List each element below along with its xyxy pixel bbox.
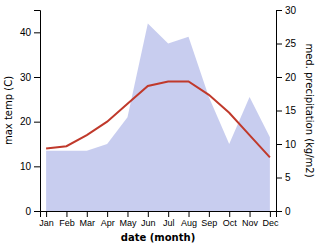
tick-label: Jun (141, 218, 156, 228)
tick-label: 15 (285, 105, 297, 116)
tick: Mar (80, 211, 96, 228)
line (46, 81, 270, 157)
chart: Jan Feb Mar Apr May Jun Jul Aug Sep Oct NovDec 0 10 2… (0, 0, 318, 247)
tick-mark (66, 211, 67, 217)
tick: 30 (20, 72, 40, 83)
y-axis: 0 10 20 30 40 (20, 11, 41, 217)
tick-mark (148, 211, 149, 217)
tick-label: 10 (20, 161, 32, 172)
tick-label: Dec (262, 218, 279, 228)
tick-label: Jul (163, 218, 175, 228)
tick-mark (276, 44, 282, 45)
area (46, 23, 270, 211)
axis-line (277, 11, 283, 212)
tick-mark (276, 144, 282, 145)
tick: 0 (276, 206, 291, 217)
tick: 15 (276, 105, 297, 116)
tick-mark (276, 10, 282, 11)
tick-mark (276, 111, 282, 112)
y2-axis: 0 5 10 15 20 25 30 (276, 5, 297, 217)
tick-mark (168, 211, 169, 217)
tick: Jul (163, 211, 175, 228)
tick-mark (46, 211, 47, 217)
tick: Nov (242, 211, 259, 228)
tick: 25 (276, 38, 297, 49)
tick-mark (87, 211, 88, 217)
tick-label: Apr (101, 218, 115, 228)
marks (46, 23, 270, 211)
tick-label: 20 (20, 116, 32, 127)
tick: 10 (20, 161, 40, 172)
tick-mark (276, 77, 282, 78)
tick-label: 0 (25, 206, 31, 217)
tick-mark (34, 166, 40, 167)
x-axis-title: date (month) (121, 232, 195, 243)
tick-mark (276, 178, 282, 179)
tick: 0 (25, 206, 40, 217)
tick: 20 (20, 116, 40, 127)
tick: Jan (39, 211, 54, 228)
tick-label: Jan (39, 218, 54, 228)
tick-mark (270, 211, 271, 217)
tick: Feb (59, 211, 75, 228)
tick: 5 (276, 172, 291, 183)
tick: Sep (201, 211, 217, 228)
tick-label: May (119, 218, 137, 228)
tick: May (119, 211, 137, 228)
tick-mark (189, 211, 190, 217)
tick: 30 (276, 5, 297, 16)
tick: Dec (262, 211, 279, 228)
tick-mark (229, 211, 230, 217)
tick-label: 5 (285, 172, 291, 183)
plot: Jan Feb Mar Apr May Jun Jul Aug Sep Oct NovDec 0 10 2… (3, 5, 315, 243)
tick: Jun (141, 211, 156, 228)
tick-mark (34, 122, 40, 123)
y2-axis-title: med. precipitation (kg/m2) (304, 43, 315, 177)
axis-line (34, 11, 41, 212)
tick-label: 25 (285, 38, 297, 49)
tick-label: Aug (181, 218, 197, 228)
tick-label: Nov (242, 218, 259, 228)
tick-label: 0 (285, 206, 291, 217)
tick: 10 (276, 139, 297, 150)
x-axis: Jan Feb Mar Apr May Jun Jul Aug Sep Oct NovDec (39, 211, 279, 228)
tick: 40 (20, 27, 40, 38)
tick-label: Mar (80, 218, 96, 228)
tick-label: 30 (285, 5, 297, 16)
tick-mark (107, 211, 108, 217)
tick-mark (127, 211, 128, 217)
tick-label: 30 (20, 72, 32, 83)
tick-mark (34, 77, 40, 78)
tick-mark (34, 211, 40, 212)
tick-mark (209, 211, 210, 217)
tick: Aug (181, 211, 197, 228)
tick-mark (276, 211, 282, 212)
tick-label: 10 (285, 139, 297, 150)
y-axis-title: max temp (C) (3, 76, 14, 145)
tick: 20 (276, 72, 297, 83)
tick-label: Oct (223, 218, 238, 228)
tick-mark (34, 32, 40, 33)
tick: Oct (223, 211, 238, 228)
tick: Apr (101, 211, 115, 228)
axis-line (41, 212, 277, 218)
tick-label: Sep (201, 218, 217, 228)
tick-label: 20 (285, 72, 297, 83)
tick-label: 40 (20, 27, 32, 38)
tick-label: Feb (59, 218, 75, 228)
tick-mark (250, 211, 251, 217)
